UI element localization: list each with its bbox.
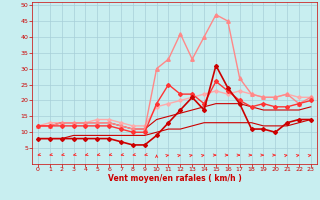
X-axis label: Vent moyen/en rafales ( km/h ): Vent moyen/en rafales ( km/h ) bbox=[108, 174, 241, 183]
